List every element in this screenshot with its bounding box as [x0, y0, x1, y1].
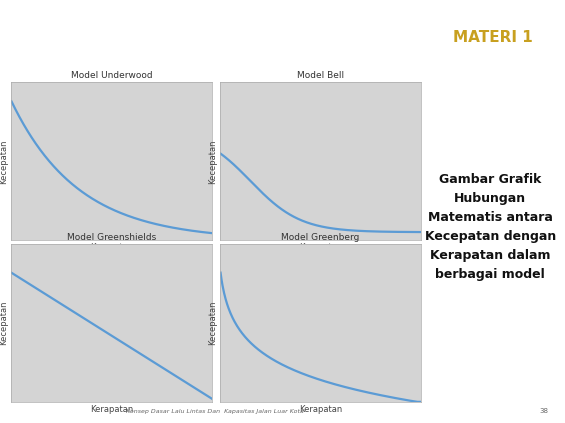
X-axis label: Kerapatan: Kerapatan [299, 243, 342, 252]
Text: MODEL (matematis) HUBUNGAN ARUS –
KECEPATAN - KERAPATAN: MODEL (matematis) HUBUNGAN ARUS – KECEPA… [12, 18, 402, 57]
Y-axis label: Kecepatan: Kecepatan [0, 301, 8, 345]
Y-axis label: Kecepatan: Kecepatan [208, 301, 218, 345]
Text: MATERI 1: MATERI 1 [453, 30, 533, 45]
Text: Konsep Dasar Lalu Lintas Dan  Kapasitas Jalan Luar Kota: Konsep Dasar Lalu Lintas Dan Kapasitas J… [126, 409, 303, 414]
Y-axis label: Kecepatan: Kecepatan [208, 139, 218, 184]
Y-axis label: Kecepatan: Kecepatan [0, 139, 8, 184]
Title: Model Underwood: Model Underwood [71, 71, 153, 80]
Text: Gambar Grafik
Hubungan
Matematis antara
Kecepatan dengan
Kerapatan dalam
berbaga: Gambar Grafik Hubungan Matematis antara … [424, 173, 556, 281]
Text: 38: 38 [539, 408, 548, 415]
X-axis label: Kerapatan: Kerapatan [90, 405, 133, 414]
Title: Model Greenberg: Model Greenberg [281, 233, 360, 242]
Title: Model Greenshields: Model Greenshields [67, 233, 156, 242]
X-axis label: Kerapatan: Kerapatan [90, 243, 133, 252]
Title: Model Bell: Model Bell [297, 71, 344, 80]
X-axis label: Kerapatan: Kerapatan [299, 405, 342, 414]
